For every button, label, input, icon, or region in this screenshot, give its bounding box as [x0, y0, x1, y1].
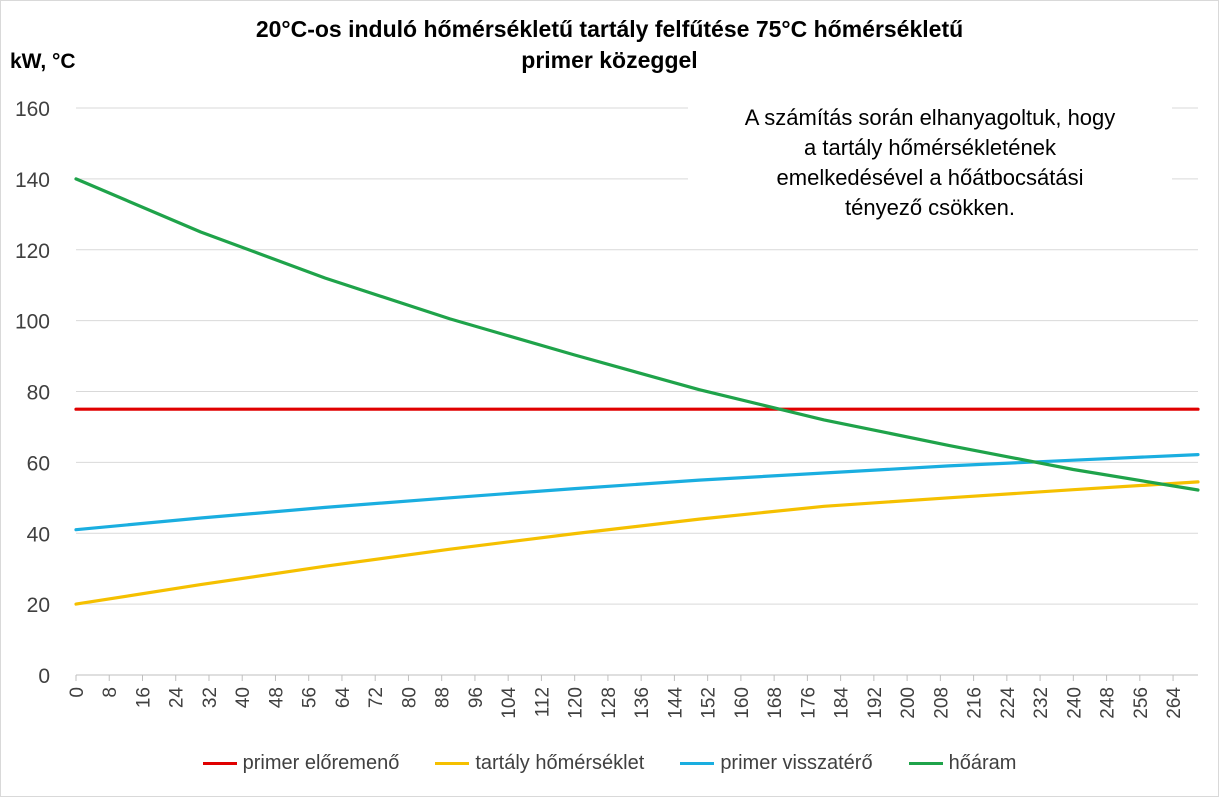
annotation-line-4: tényező csökken. [845, 195, 1015, 220]
legend-label: hőáram [948, 752, 1017, 774]
legend-item-primer-eloremeno: primer előremenő [202, 752, 400, 775]
x-tick-label: 24 [167, 687, 188, 709]
x-tick-label: 32 [200, 687, 221, 708]
x-tick-label: 264 [1164, 687, 1185, 719]
chart-title-line-2: primer közeggel [521, 47, 698, 73]
y-tick-label: 80 [27, 382, 50, 405]
legend-swatch [202, 762, 237, 765]
legend-swatch [680, 762, 715, 765]
x-tick-label: 16 [133, 687, 154, 708]
x-tick-label: 96 [466, 687, 487, 708]
x-tick-label: 168 [765, 687, 786, 719]
series-line-2 [74, 453, 1200, 532]
chart-title: 20°C-os induló hőmérsékletű tartály felf… [0, 14, 1219, 76]
x-tick-label: 184 [832, 687, 853, 719]
x-tick-label: 88 [433, 687, 454, 708]
x-tick-label: 224 [998, 687, 1019, 719]
legend-item-tartaly-homerseklet: tartály hőmérséklet [435, 752, 644, 775]
x-tick-label: 56 [300, 687, 321, 708]
annotation-line-1: A számítás során elhanyagoltuk, hogy [744, 105, 1116, 130]
x-tick-label: 232 [1031, 687, 1052, 719]
annotation-line-3: emelkedésével a hőátbocsátási [776, 165, 1084, 190]
x-tick-label: 256 [1131, 687, 1152, 719]
x-tick-label: 112 [532, 687, 553, 717]
y-tick-label: 120 [15, 240, 50, 263]
x-tick-label: 72 [366, 687, 387, 708]
x-tick-label: 40 [233, 687, 254, 708]
legend-item-hoaram: hőáram [908, 752, 1017, 775]
series-line-3 [74, 177, 1200, 492]
y-tick-label: 160 [15, 98, 50, 121]
legend-swatch [435, 762, 470, 765]
x-tick-label: 128 [599, 687, 620, 719]
legend-label: primer visszatérő [720, 752, 873, 774]
x-tick-label: 152 [699, 687, 720, 719]
x-tick-label: 176 [798, 687, 819, 719]
y-tick-label: 20 [27, 594, 50, 617]
legend-label: tartály hőmérséklet [475, 752, 645, 774]
x-tick-label: 48 [266, 687, 287, 708]
x-tick-label: 8 [100, 687, 121, 698]
chart-title-line-1: 20°C-os induló hőmérsékletű tartály felf… [255, 16, 964, 42]
y-tick-label: 0 [38, 665, 50, 688]
y-tick-label: 100 [15, 311, 50, 334]
y-tick-label: 40 [27, 523, 50, 546]
y-axis-unit-label: kW, °C [10, 50, 76, 73]
x-tick-label: 208 [931, 687, 952, 719]
legend-item-primer-visszatero: primer visszatérő [680, 752, 873, 775]
x-tick-label: 0 [67, 687, 88, 698]
x-tick-label: 192 [865, 687, 886, 719]
x-tick-label: 80 [399, 687, 420, 708]
y-tick-label: 60 [27, 452, 50, 475]
legend-label: primer előremenő [242, 752, 400, 774]
x-tick-label: 216 [965, 687, 986, 719]
x-tick-label: 248 [1098, 687, 1119, 719]
x-tick-label: 136 [632, 687, 653, 719]
annotation-line-2: a tartály hőmérsékletének [804, 135, 1056, 160]
y-tick-label: 140 [15, 169, 50, 192]
x-tick-label: 104 [499, 687, 520, 719]
x-tick-label: 120 [566, 687, 587, 719]
legend-swatch [908, 762, 943, 765]
x-tick-label: 240 [1064, 687, 1085, 719]
annotation-note: A számítás során elhanyagoltuk, hogy a t… [688, 101, 1172, 231]
legend: primer előremenő tartály hőmérséklet pri… [0, 752, 1219, 775]
x-tick-label: 160 [732, 687, 753, 719]
x-tick-label: 200 [898, 687, 919, 719]
x-tick-label: 64 [333, 687, 354, 709]
x-tick-label: 144 [665, 687, 686, 719]
series-line-1 [74, 480, 1200, 606]
